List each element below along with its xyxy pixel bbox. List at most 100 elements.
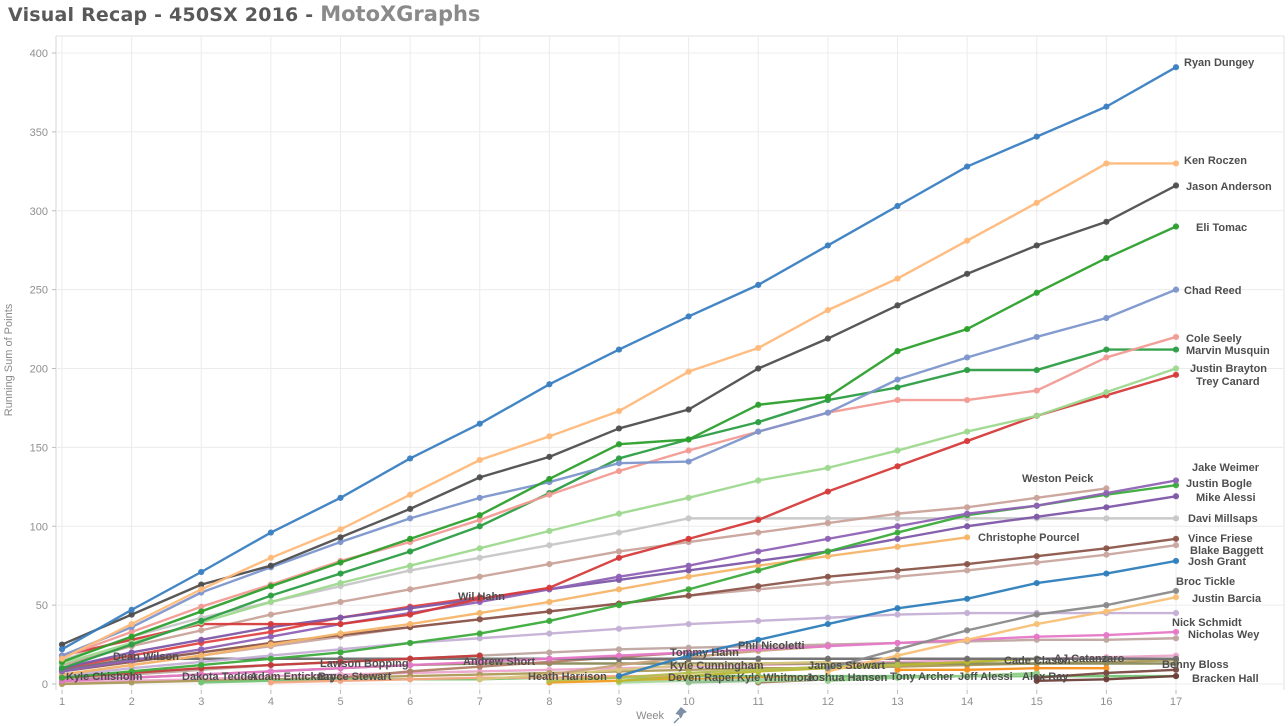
marker-josh-grant[interactable]: [1172, 557, 1180, 565]
marker-justin-brayton[interactable]: [894, 447, 901, 454]
marker-marvin-musquin[interactable]: [476, 523, 483, 530]
marker-blake-baggett[interactable]: [1033, 559, 1040, 566]
marker-justin-bogle[interactable]: [267, 655, 274, 662]
marker-jason-anderson[interactable]: [1033, 242, 1040, 249]
marker-weston-peick[interactable]: [546, 561, 553, 568]
marker-justin-bogle[interactable]: [128, 668, 135, 675]
marker-andrew-short[interactable]: [407, 655, 414, 662]
marker-justin-barcia[interactable]: [1033, 620, 1040, 628]
marker-christophe-pourcel[interactable]: [755, 562, 762, 569]
marker-jake-weimer[interactable]: [1033, 502, 1040, 509]
marker-eli-tomac[interactable]: [407, 535, 414, 542]
marker-trey-canard[interactable]: [964, 437, 971, 445]
marker-weston-peick[interactable]: [267, 611, 274, 618]
marker-nick-schmidt[interactable]: [198, 671, 205, 678]
marker-christophe-pourcel[interactable]: [267, 641, 274, 648]
marker-kyle-chisholm[interactable]: [685, 620, 692, 628]
marker-jason-anderson[interactable]: [337, 534, 344, 541]
marker-vince-friese[interactable]: [685, 592, 692, 599]
marker-adam-enticknap[interactable]: [128, 679, 135, 686]
marker-kyle-cunningham[interactable]: [685, 661, 692, 669]
marker-eli-tomac[interactable]: [337, 559, 344, 566]
marker-christophe-pourcel[interactable]: [615, 586, 623, 593]
marker-marvin-musquin[interactable]: [755, 419, 762, 426]
marker-nick-schmidt[interactable]: [267, 668, 274, 675]
marker-justin-bogle[interactable]: [1172, 482, 1180, 489]
line-kyle-whitmore[interactable]: [617, 676, 830, 684]
series-bracken-hall[interactable]: [1033, 673, 1180, 684]
marker-davi-millsaps[interactable]: [615, 529, 623, 536]
marker-justin-brayton[interactable]: [267, 598, 274, 606]
marker-jake-weimer[interactable]: [128, 657, 135, 664]
line-broc-tickle[interactable]: [826, 589, 1178, 670]
marker-dean-wilson[interactable]: [1172, 655, 1180, 662]
marker-jason-anderson[interactable]: [964, 270, 971, 277]
marker-trey-canard[interactable]: [476, 595, 483, 602]
marker-marvin-musquin[interactable]: [407, 548, 414, 555]
marker-jeff-alessi[interactable]: [755, 677, 762, 684]
marker-jason-anderson[interactable]: [685, 406, 692, 413]
marker-davi-millsaps[interactable]: [407, 567, 414, 574]
series-cole-seely[interactable]: [58, 333, 1180, 661]
marker-vince-friese[interactable]: [546, 608, 553, 615]
marker-jason-anderson[interactable]: [894, 302, 901, 309]
marker-mike-alessi[interactable]: [337, 614, 344, 621]
marker-jake-weimer[interactable]: [267, 633, 274, 640]
marker-kyle-chisholm[interactable]: [476, 635, 483, 642]
marker-ken-roczen[interactable]: [685, 368, 692, 375]
marker-mike-alessi[interactable]: [128, 649, 135, 656]
marker-alex-ray[interactable]: [1033, 669, 1040, 677]
marker-mike-alessi[interactable]: [894, 535, 901, 542]
marker-mike-alessi[interactable]: [198, 636, 205, 643]
marker-marvin-musquin[interactable]: [1172, 346, 1180, 353]
marker-eli-tomac[interactable]: [198, 608, 205, 615]
marker-ken-roczen[interactable]: [824, 307, 831, 314]
marker-marvin-musquin[interactable]: [615, 455, 623, 462]
pin-icon[interactable]: [673, 707, 687, 724]
marker-ken-roczen[interactable]: [1103, 160, 1110, 167]
marker-cole-seely[interactable]: [964, 396, 971, 404]
marker-christophe-pourcel[interactable]: [407, 620, 414, 628]
marker-justin-bogle[interactable]: [407, 639, 414, 647]
marker-jake-weimer[interactable]: [755, 548, 762, 555]
marker-weston-peick[interactable]: [198, 627, 205, 634]
line-justin-barcia[interactable]: [826, 596, 1178, 673]
marker-justin-brayton[interactable]: [546, 527, 553, 535]
marker-jason-anderson[interactable]: [198, 581, 205, 588]
marker-jake-weimer[interactable]: [1103, 490, 1110, 497]
marker-eli-tomac[interactable]: [476, 512, 483, 519]
marker-ken-roczen[interactable]: [58, 655, 66, 662]
series-trey-canard[interactable]: [58, 371, 1180, 659]
marker-cole-seely[interactable]: [615, 467, 623, 475]
marker-heath-harrison[interactable]: [267, 679, 274, 686]
marker-nick-schmidt[interactable]: [615, 652, 623, 659]
series-christophe-pourcel[interactable]: [58, 534, 971, 678]
marker-vince-friese[interactable]: [894, 567, 901, 574]
marker-weston-peick[interactable]: [476, 573, 483, 580]
marker-jason-anderson[interactable]: [824, 335, 831, 342]
series-ken-roczen[interactable]: [58, 160, 1180, 662]
marker-chad-reed[interactable]: [755, 428, 762, 435]
marker-tommy-hahn[interactable]: [337, 674, 344, 681]
marker-nick-schmidt[interactable]: [824, 643, 831, 650]
series-jason-anderson[interactable]: [58, 182, 1180, 648]
marker-nick-schmidt[interactable]: [1033, 633, 1040, 640]
marker-james-stewart[interactable]: [755, 666, 762, 673]
marker-andrew-short[interactable]: [337, 658, 344, 666]
series-alex-ray[interactable]: [824, 669, 1040, 684]
marker-trey-canard[interactable]: [615, 554, 623, 561]
marker-chad-reed[interactable]: [407, 515, 414, 522]
marker-weston-peick[interactable]: [894, 510, 901, 517]
marker-trey-canard[interactable]: [685, 535, 692, 542]
marker-christophe-pourcel[interactable]: [546, 598, 553, 606]
marker-justin-brayton[interactable]: [407, 562, 414, 569]
marker-chad-reed[interactable]: [1172, 286, 1180, 293]
line-james-stewart[interactable]: [548, 663, 899, 683]
marker-blake-baggett[interactable]: [1172, 542, 1180, 549]
marker-ken-roczen[interactable]: [198, 586, 205, 593]
marker-ryan-dungey[interactable]: [1103, 103, 1110, 110]
marker-davi-millsaps[interactable]: [546, 542, 553, 549]
marker-bracken-hall[interactable]: [1103, 676, 1110, 683]
series-ryan-dungey[interactable]: [58, 64, 1180, 653]
marker-jason-anderson[interactable]: [1172, 182, 1180, 189]
